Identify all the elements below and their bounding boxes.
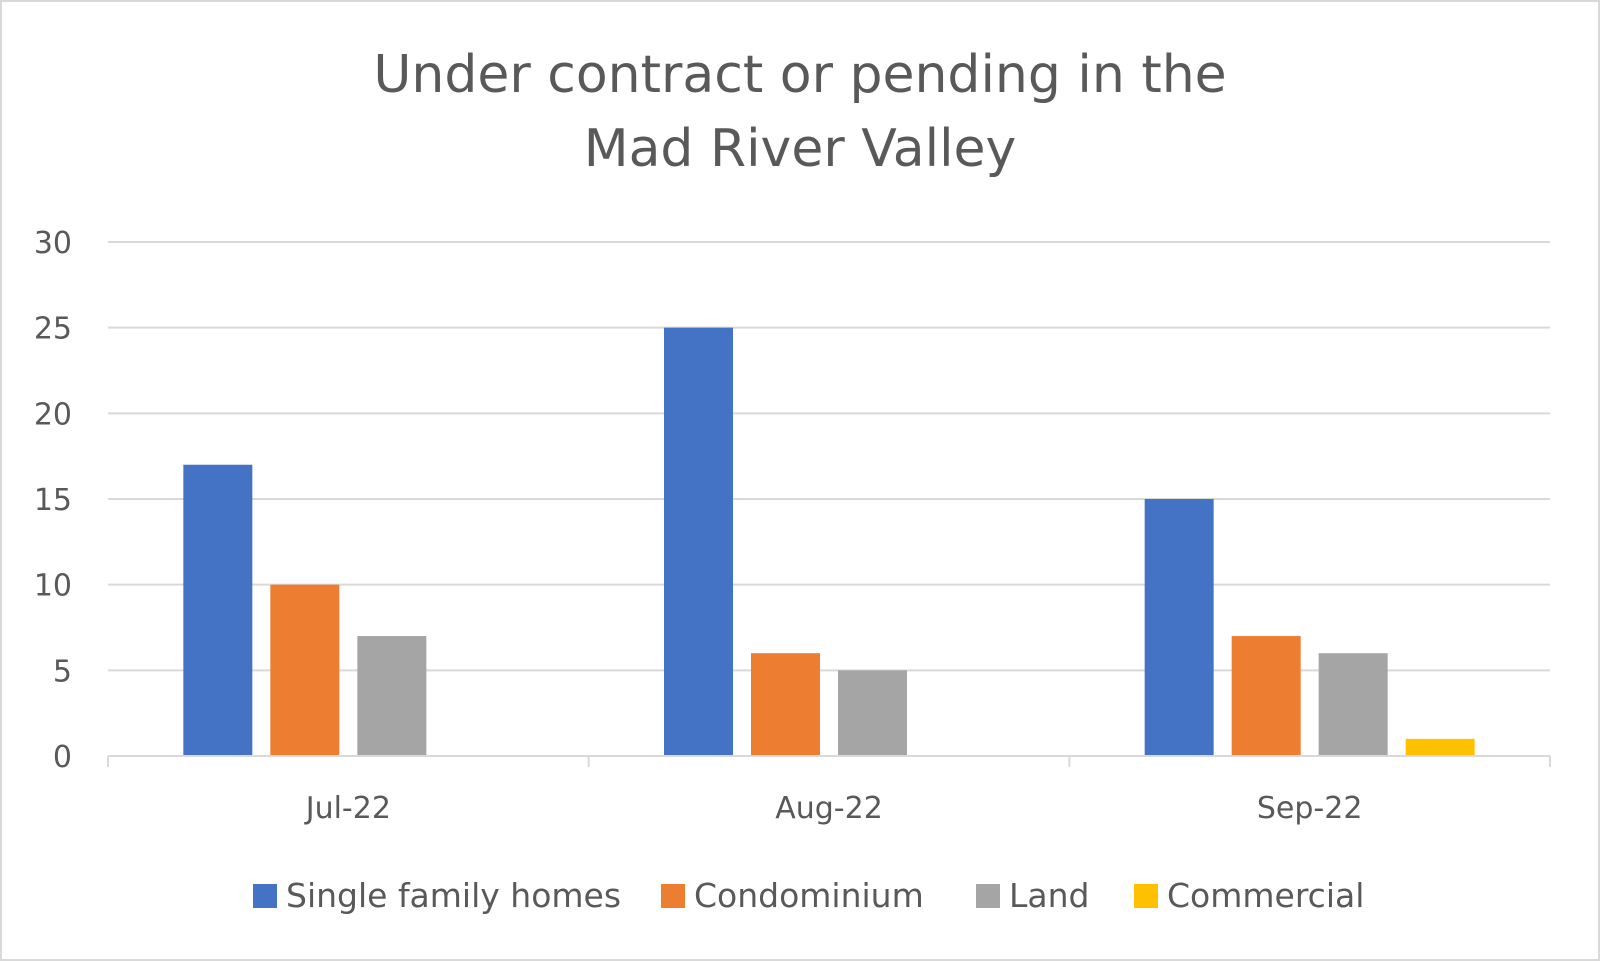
y-tick-label: 10 xyxy=(34,569,72,604)
chart-title-line-1: Under contract or pending in the xyxy=(373,45,1227,105)
bars xyxy=(183,327,1475,756)
chart-title: Under contract or pending in the Mad Riv… xyxy=(0,38,1600,186)
y-tick-label: 0 xyxy=(53,740,72,775)
gridlines xyxy=(108,241,1550,672)
bar-condominium-sep-22 xyxy=(1231,636,1301,756)
x-axis: Jul-22 Aug-22 Sep-22 xyxy=(107,755,1551,826)
bar-land-sep-22 xyxy=(1318,653,1388,756)
legend: Single family homes Condominium Land Commer… xyxy=(253,876,1364,915)
bar-single-family-homes-aug-22 xyxy=(664,327,733,756)
legend-label: Condominium xyxy=(694,876,924,915)
bar-condominium-jul-22 xyxy=(270,584,340,756)
bar-condominium-aug-22 xyxy=(751,653,820,756)
x-tick-label: Jul-22 xyxy=(304,791,391,826)
bar-land-jul-22 xyxy=(357,636,427,756)
bar-land-aug-22 xyxy=(838,670,907,756)
y-tick-label: 25 xyxy=(34,312,72,347)
legend-swatch xyxy=(661,884,685,908)
y-tick-label: 20 xyxy=(34,397,72,432)
x-tick-label: Aug-22 xyxy=(775,791,883,826)
y-tick-label: 15 xyxy=(34,483,72,518)
y-axis-tick-labels: 0 5 10 15 20 25 30 xyxy=(34,226,72,775)
bar-single-family-homes-sep-22 xyxy=(1144,499,1214,756)
y-tick-label: 5 xyxy=(53,654,72,689)
legend-swatch xyxy=(253,884,277,908)
y-tick-label: 30 xyxy=(34,226,72,261)
legend-swatch xyxy=(976,884,1000,908)
bar-single-family-homes-jul-22 xyxy=(183,464,253,756)
legend-label: Commercial xyxy=(1167,876,1364,915)
legend-swatch xyxy=(1134,884,1158,908)
chart-title-line-2: Mad River Valley xyxy=(583,119,1017,179)
bar-commercial-sep-22 xyxy=(1405,738,1475,756)
legend-label: Single family homes xyxy=(286,876,621,915)
x-tick-label: Sep-22 xyxy=(1257,791,1363,826)
legend-label: Land xyxy=(1009,876,1089,915)
